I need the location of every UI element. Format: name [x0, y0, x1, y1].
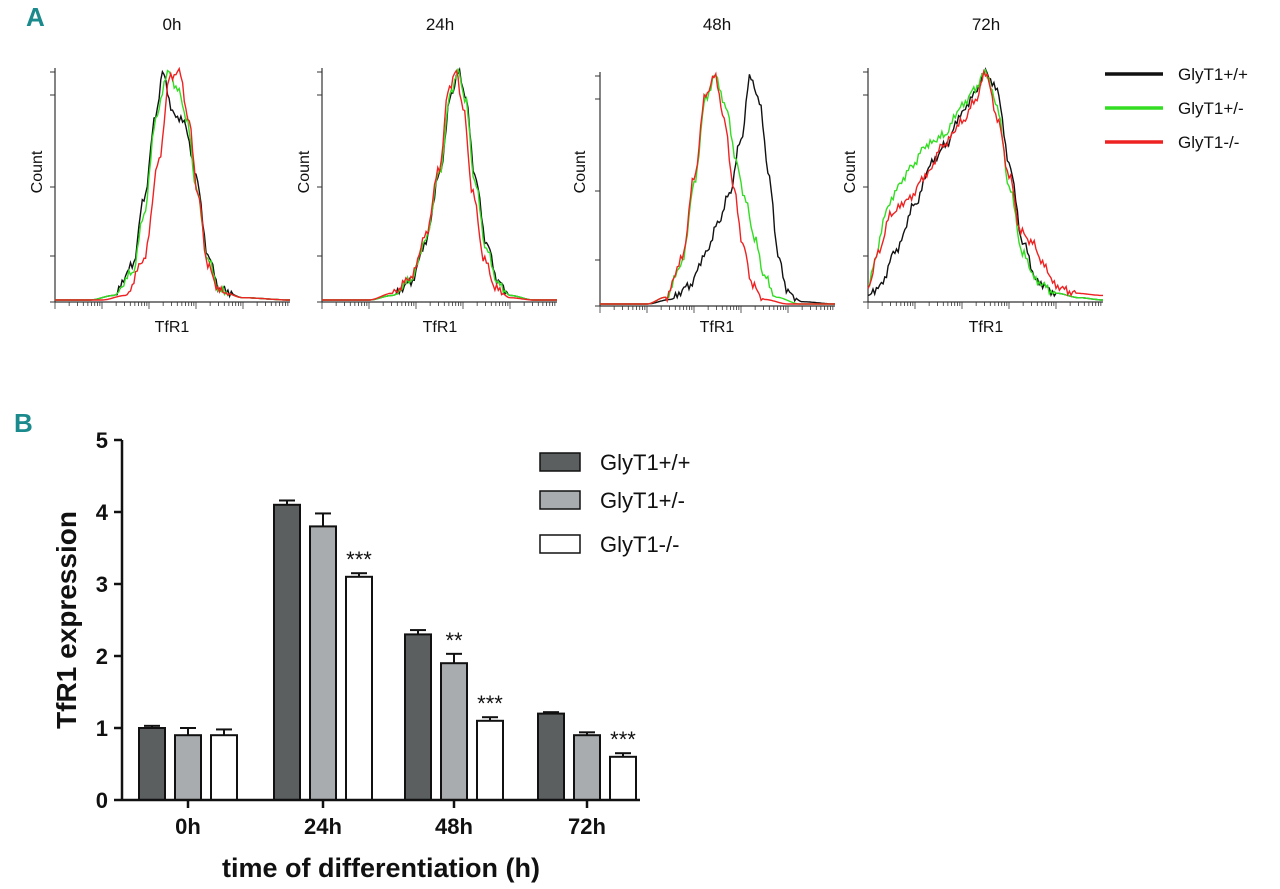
histogram-72h: 72h TfR1 Count: [842, 15, 1103, 336]
bar: [345, 575, 373, 801]
bar-y-tick-label: 5: [96, 428, 108, 453]
histogram-0h: 0h TfR1 Count: [29, 15, 290, 336]
bar-x-tick-label: 48h: [435, 814, 473, 839]
legend-b-label-0: GlyT1+/+: [600, 450, 690, 475]
x-axis-label: TfR1: [155, 319, 190, 336]
legend-b-label-1: GlyT1+/-: [600, 488, 685, 513]
histogram-curve-1: [55, 69, 290, 301]
histogram-curve-2: [322, 69, 557, 301]
significance-label: ***: [610, 727, 636, 752]
bar: [440, 662, 468, 802]
bar-y-tick-label: 4: [96, 500, 109, 525]
bar-y-axis-label: TfR1 expression: [51, 511, 82, 729]
bar: [573, 734, 601, 802]
significance-label: ***: [346, 547, 372, 572]
x-axis-label: TfR1: [423, 319, 458, 336]
legend-b-swatch-2: [539, 534, 581, 554]
x-axis-label: TfR1: [700, 319, 735, 336]
legend-a-label-0: GlyT1+/+: [1178, 65, 1248, 84]
bar: [609, 755, 637, 801]
significance-label: **: [445, 628, 463, 653]
bar: [309, 525, 337, 802]
y-axis-label: Count: [572, 150, 589, 193]
legend-b-label-2: GlyT1-/-: [600, 532, 679, 557]
legend-a-label-1: GlyT1+/-: [1178, 99, 1244, 118]
bar-x-axis-label: time of differentiation (h): [222, 853, 540, 883]
histogram-title: 24h: [426, 15, 454, 34]
histogram-curve-1: [600, 74, 835, 305]
bar: [273, 503, 301, 801]
panel-label-b: B: [14, 408, 33, 438]
y-axis-label: Count: [29, 150, 46, 193]
y-axis-label: Count: [296, 150, 313, 193]
bar: [210, 734, 238, 802]
bar: [174, 734, 202, 802]
bar: [537, 712, 565, 801]
histogram-curve-0: [867, 67, 1103, 301]
bar-y-tick-label: 2: [96, 644, 108, 669]
histogram-title: 48h: [703, 15, 731, 34]
histogram-curve-0: [600, 74, 835, 305]
histogram-24h: 24h TfR1 Count: [296, 15, 557, 336]
histogram-curve-2: [55, 66, 290, 301]
bar-y-tick-label: 0: [96, 788, 108, 813]
histogram-curve-2: [600, 71, 835, 305]
legend-b: GlyT1+/+ GlyT1+/- GlyT1-/-: [539, 450, 690, 557]
bar: [138, 727, 166, 801]
histogram-curve-0: [55, 69, 290, 301]
y-axis-label: Count: [842, 150, 859, 193]
histogram-curve-2: [867, 68, 1103, 297]
histogram-title: 72h: [972, 15, 1000, 34]
x-axis-label: TfR1: [969, 319, 1004, 336]
bar-y-tick-label: 1: [96, 716, 108, 741]
legend-a: GlyT1+/+ GlyT1+/- GlyT1-/-: [1105, 65, 1248, 152]
histogram-title: 0h: [163, 15, 182, 34]
legend-a-label-2: GlyT1-/-: [1178, 133, 1239, 152]
legend-b-swatch-1: [539, 490, 581, 510]
panel-label-a: A: [26, 2, 45, 32]
significance-label: ***: [477, 691, 503, 716]
histogram-curve-1: [867, 68, 1103, 301]
bar: [476, 719, 504, 801]
legend-b-swatch-0: [539, 452, 581, 472]
bar-x-tick-label: 0h: [175, 814, 201, 839]
histogram-48h: 48h TfR1 Count: [572, 15, 835, 336]
bar: [404, 633, 432, 802]
bar-y-tick-label: 3: [96, 572, 108, 597]
bar-x-tick-label: 24h: [304, 814, 342, 839]
bar-x-tick-label: 72h: [568, 814, 606, 839]
histogram-curve-1: [322, 68, 557, 301]
histogram-curve-0: [322, 66, 557, 301]
